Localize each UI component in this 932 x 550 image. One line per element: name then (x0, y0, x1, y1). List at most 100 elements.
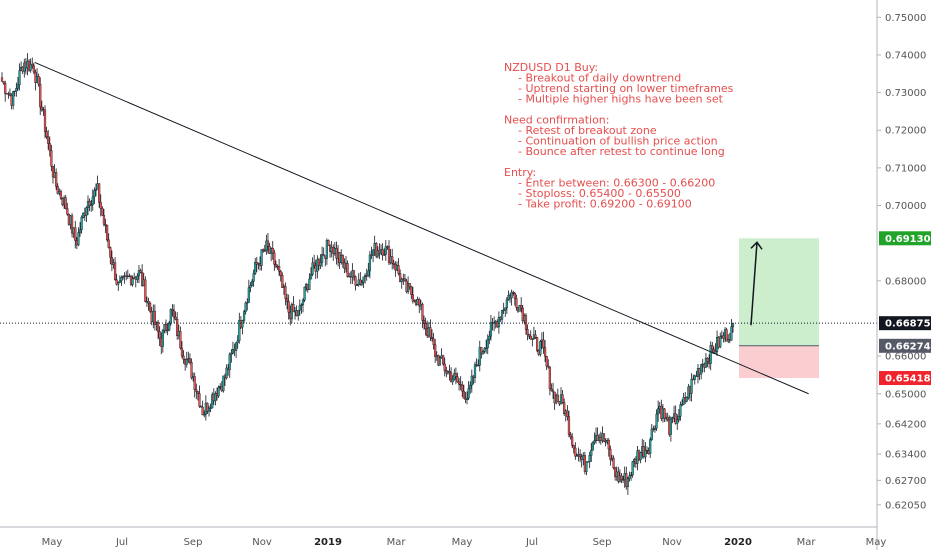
candle[interactable] (655, 409, 658, 431)
candle[interactable] (59, 189, 63, 200)
candle[interactable] (37, 73, 40, 87)
candle[interactable] (469, 381, 472, 394)
candle[interactable] (161, 329, 164, 353)
candle[interactable] (536, 336, 539, 353)
candle[interactable] (136, 272, 139, 283)
candle[interactable] (50, 144, 53, 172)
candle[interactable] (407, 276, 410, 295)
candle[interactable] (485, 339, 488, 354)
candle[interactable] (180, 341, 184, 359)
candle[interactable] (235, 342, 238, 358)
candle[interactable] (47, 129, 50, 150)
candle[interactable] (321, 246, 324, 268)
candle[interactable] (164, 319, 168, 334)
candle[interactable] (4, 80, 7, 102)
candle[interactable] (411, 286, 414, 304)
candle[interactable] (55, 168, 58, 191)
candle[interactable] (88, 198, 91, 212)
candle[interactable] (70, 213, 74, 238)
candle[interactable] (677, 408, 680, 423)
candle[interactable] (117, 281, 120, 292)
candle[interactable] (690, 373, 693, 402)
candle[interactable] (12, 90, 15, 110)
stop-zone[interactable] (739, 345, 819, 379)
candle[interactable] (199, 405, 203, 408)
candle[interactable] (531, 338, 534, 347)
candle[interactable] (569, 431, 572, 440)
candle[interactable] (649, 437, 652, 458)
candle[interactable] (470, 369, 473, 393)
candle[interactable] (391, 248, 394, 270)
candle[interactable] (685, 396, 688, 403)
candle[interactable] (591, 441, 594, 451)
candle[interactable] (451, 375, 454, 386)
candle[interactable] (500, 309, 504, 325)
candle[interactable] (450, 367, 453, 383)
candle[interactable] (620, 472, 623, 484)
candle[interactable] (45, 126, 48, 140)
candle[interactable] (725, 327, 728, 342)
candle[interactable] (311, 257, 314, 277)
candle[interactable] (528, 333, 531, 340)
candle[interactable] (586, 461, 590, 463)
candle[interactable] (80, 215, 83, 234)
candle[interactable] (40, 100, 43, 112)
candle[interactable] (438, 356, 442, 366)
candle[interactable] (674, 405, 677, 425)
candle[interactable] (467, 381, 470, 401)
candle[interactable] (397, 258, 400, 276)
candle[interactable] (609, 445, 612, 466)
candle[interactable] (399, 269, 402, 283)
candle[interactable] (279, 270, 282, 282)
candle[interactable] (98, 182, 101, 208)
candle[interactable] (429, 319, 432, 342)
candle[interactable] (422, 315, 426, 330)
candle[interactable] (139, 268, 142, 274)
candle[interactable] (629, 472, 633, 481)
candle[interactable] (190, 358, 193, 380)
candle[interactable] (300, 303, 303, 314)
candle[interactable] (104, 218, 107, 233)
candle[interactable] (622, 475, 625, 483)
candle[interactable] (102, 208, 106, 227)
candle[interactable] (588, 451, 591, 469)
candle[interactable] (639, 451, 642, 464)
candle[interactable] (110, 250, 113, 272)
candle[interactable] (316, 255, 319, 279)
candle[interactable] (32, 62, 35, 75)
candle[interactable] (262, 248, 265, 253)
candle[interactable] (483, 347, 486, 354)
candle[interactable] (403, 273, 407, 282)
candle[interactable] (488, 330, 491, 345)
candle[interactable] (521, 305, 524, 323)
candle[interactable] (174, 311, 177, 321)
candle[interactable] (502, 302, 505, 314)
candle[interactable] (666, 412, 669, 422)
candle[interactable] (16, 76, 20, 91)
candle[interactable] (297, 310, 300, 321)
candle[interactable] (462, 384, 465, 399)
candle[interactable] (298, 299, 301, 316)
candle[interactable] (481, 350, 485, 355)
candle[interactable] (512, 290, 515, 296)
candle[interactable] (241, 319, 244, 335)
candle[interactable] (543, 340, 547, 362)
candle[interactable] (550, 383, 553, 392)
candle[interactable] (242, 309, 246, 324)
candle[interactable] (607, 438, 610, 457)
candle[interactable] (719, 332, 722, 349)
candle[interactable] (663, 407, 666, 423)
candle[interactable] (263, 244, 266, 252)
candle[interactable] (711, 341, 714, 354)
candle[interactable] (657, 400, 660, 422)
candle[interactable] (249, 281, 252, 293)
candle[interactable] (109, 246, 112, 265)
candle[interactable] (534, 330, 537, 339)
candle[interactable] (18, 63, 21, 91)
candle[interactable] (225, 364, 228, 380)
candle[interactable] (260, 249, 263, 271)
candle[interactable] (196, 391, 199, 401)
candle[interactable] (408, 283, 411, 290)
candle[interactable] (461, 381, 464, 398)
candle[interactable] (524, 313, 528, 335)
